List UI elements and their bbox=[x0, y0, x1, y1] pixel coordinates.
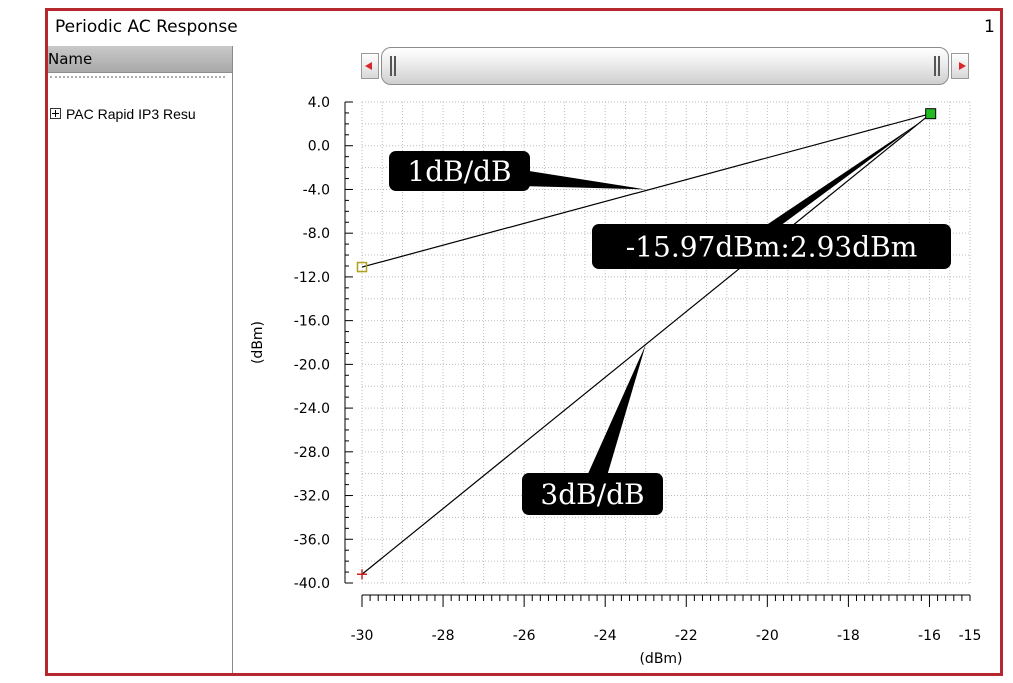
series-line-1 bbox=[361, 113, 932, 575]
x-tick-label: -24 bbox=[594, 628, 617, 644]
tree-item-pac-rapid-ip3[interactable]: PAC Rapid IP3 Resu bbox=[50, 106, 196, 122]
callout-group: 1dB/dB -15.97dBm:2.93dBm 3dB/dB bbox=[389, 118, 951, 515]
x-tick-label: -20 bbox=[756, 628, 779, 644]
y-tick-label: -12.0 bbox=[294, 270, 330, 286]
callout-label-slope-1: 1dB/dB bbox=[407, 155, 511, 188]
tree-item-label: PAC Rapid IP3 Resu bbox=[66, 106, 196, 122]
y-tick-label: -8.0 bbox=[303, 226, 330, 242]
x-tick-label: -22 bbox=[675, 628, 698, 644]
y-tick-label: -32.0 bbox=[294, 489, 330, 505]
expand-icon[interactable] bbox=[50, 107, 61, 119]
y-tick-label: -24.0 bbox=[294, 401, 330, 417]
page-number: 1 bbox=[984, 17, 995, 37]
x-tick-label: -15 bbox=[959, 628, 982, 644]
y-tick-label: -36.0 bbox=[294, 532, 330, 548]
y-tick-label: -16.0 bbox=[294, 314, 330, 330]
grip-right-icon bbox=[934, 56, 940, 76]
y-axis-label: (dBm) bbox=[250, 321, 266, 364]
x-tick-label: -26 bbox=[513, 628, 536, 644]
x-tick-label: -28 bbox=[432, 628, 455, 644]
horizontal-scrollbar[interactable] bbox=[361, 47, 969, 85]
y-tick-label: -28.0 bbox=[294, 445, 330, 461]
scroll-left-arrow-icon[interactable] bbox=[361, 53, 379, 79]
callout-box-intercept bbox=[592, 224, 951, 269]
scroll-thumb[interactable] bbox=[381, 47, 949, 85]
axes: 4.0 0.0 -4.0 -8.0 -12.0 -16.0 -20.0 -24.0 -28.0 -… bbox=[294, 95, 982, 644]
callout-box-slope-1 bbox=[389, 151, 530, 191]
callout-label-intercept: -15.97dBm:2.93dBm bbox=[626, 231, 918, 264]
y-tick-label: -4.0 bbox=[303, 182, 330, 198]
callout-label-slope-3: 3dB/dB bbox=[540, 478, 644, 511]
callout-pointer-slope-3 bbox=[587, 344, 646, 476]
scroll-right-arrow-icon[interactable] bbox=[951, 53, 969, 79]
y-tick-label: 0.0 bbox=[308, 139, 330, 155]
callout-box-slope-3 bbox=[522, 473, 663, 515]
tree-connector bbox=[50, 76, 225, 86]
callout-pointer-slope-1 bbox=[510, 168, 646, 190]
y-tick-label: 4.0 bbox=[308, 95, 330, 111]
series-group bbox=[356, 108, 937, 580]
name-column-header[interactable]: Name bbox=[48, 46, 232, 73]
y-tick-label: -40.0 bbox=[294, 576, 330, 592]
x-tick-label: -18 bbox=[837, 628, 860, 644]
x-axis-label: (dBm) bbox=[639, 651, 682, 667]
grip-left-icon bbox=[390, 56, 396, 76]
intercept-marker bbox=[925, 108, 937, 120]
series-marker-0 bbox=[356, 261, 368, 273]
x-tick-label: -16 bbox=[918, 628, 941, 644]
results-browser: Name PAC Rapid IP3 Resu bbox=[48, 46, 233, 673]
y-tick-label: -20.0 bbox=[294, 357, 330, 373]
window-title: Periodic AC Response bbox=[55, 17, 238, 37]
callout-pointer-intercept bbox=[765, 118, 926, 226]
x-tick-label: -30 bbox=[351, 628, 374, 644]
series-line-0 bbox=[361, 113, 931, 268]
